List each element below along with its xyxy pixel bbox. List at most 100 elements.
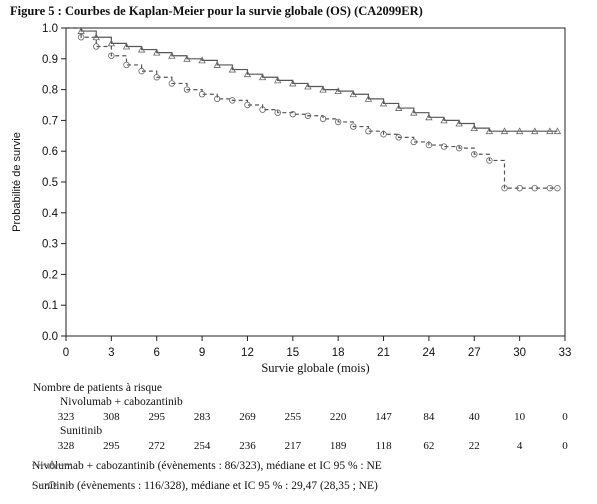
x-tick-label-5: 15 <box>286 347 299 359</box>
series-0-marker-26 <box>455 119 463 127</box>
series-1-marker-22 <box>395 134 402 141</box>
series-0-marker-21 <box>379 99 388 107</box>
risk-count-1-7: 118 <box>375 440 392 452</box>
risk-count-1-11: 0 <box>562 440 568 452</box>
x-axis-label: Survie globale (mois) <box>261 361 369 375</box>
series-1-marker-10 <box>214 95 221 103</box>
series-0-marker-8 <box>183 54 191 62</box>
risk-count-1-9: 22 <box>468 440 480 452</box>
series-1-marker-5 <box>138 67 145 75</box>
series-0-marker-19 <box>349 90 357 98</box>
series-1-marker-25 <box>440 143 448 150</box>
y-axis-label: Probabilité de survie <box>11 132 23 232</box>
legend-text-0: Nivolumab + cabozantinib (évènements : 8… <box>32 460 382 472</box>
risk-count-0-0: 323 <box>57 411 75 423</box>
risk-count-0-3: 283 <box>193 411 211 423</box>
series-line-1 <box>66 27 558 189</box>
legend-text-1: Sunitinib (évènements : 116/328), médian… <box>32 480 378 492</box>
risk-count-1-4: 236 <box>239 440 256 452</box>
series-1-marker-31 <box>531 184 538 192</box>
series-0-marker-4 <box>122 42 131 50</box>
risk-count-0-4: 269 <box>239 411 256 423</box>
risk-count-0-9: 40 <box>468 411 480 423</box>
risk-group-label-0: Nivolumab + cabozantinib <box>60 396 183 408</box>
plot-axes: 0.0 0.1 0.2 0.3 0.4 0.5 0.6 0.7 0.8 0.9 1.0 0 3 6 9 12 1… <box>42 23 571 359</box>
risk-count-1-8: 62 <box>423 440 435 452</box>
series-0-marker-11 <box>228 65 237 73</box>
series-0-marker-10 <box>213 61 221 68</box>
risk-count-1-6: 189 <box>329 440 347 452</box>
risk-count-1-1: 295 <box>103 440 120 452</box>
x-tick-label-10: 30 <box>513 347 526 359</box>
legend-item-1: Sunitinib (évènements : 116/328), médian… <box>32 478 378 494</box>
series-0-marker-5 <box>137 45 146 53</box>
risk-count-0-10: 10 <box>514 411 526 423</box>
series-0-marker-12 <box>243 70 252 78</box>
legend-circle-icon <box>32 481 72 489</box>
series-1-marker-6 <box>153 74 160 81</box>
series-0-marker-30 <box>515 127 524 135</box>
x-tick-label-11: 33 <box>559 347 572 359</box>
y-tick-label-10: 1.0 <box>42 23 58 35</box>
series-1-marker-1 <box>77 34 85 41</box>
series-0-marker-22 <box>394 104 403 111</box>
x-tick-label-4: 12 <box>241 347 254 359</box>
series-1-marker-20 <box>365 127 372 135</box>
risk-count-1-5: 217 <box>284 440 302 452</box>
series-1-marker-8 <box>183 86 191 93</box>
y-tick-label-4: 0.4 <box>42 208 59 220</box>
y-tick-label-5: 0.5 <box>42 177 58 189</box>
x-tick-label-3: 9 <box>199 347 205 359</box>
series-0-marker-27 <box>470 124 478 132</box>
series-1-marker-29 <box>501 184 508 192</box>
series-line-0 <box>66 27 558 132</box>
series-1-marker-21 <box>380 131 387 138</box>
series-1-marker-13 <box>259 106 266 113</box>
x-tick-label-8: 24 <box>423 347 436 359</box>
risk-table-title: Nombre de patients à risque <box>33 382 163 394</box>
km-plot: 0.0 0.1 0.2 0.3 0.4 0.5 0.6 0.7 0.8 0.9 1.0 0 3 6 9 12 1… <box>11 23 571 375</box>
series-1-marker-9 <box>198 91 206 98</box>
series-0-marker-33 <box>553 127 562 135</box>
risk-count-0-11: 0 <box>562 411 568 423</box>
y-tick-label-7: 0.7 <box>42 115 58 127</box>
figure-title: Figure 5 : Courbes de Kaplan-Meier pour … <box>10 4 423 18</box>
plot-series <box>66 27 562 192</box>
series-0-marker-7 <box>168 51 176 59</box>
risk-count-0-8: 84 <box>423 411 435 423</box>
x-tick-label-6: 18 <box>332 347 345 359</box>
legend-triangle-icon <box>32 459 72 469</box>
y-tick-label-2: 0.2 <box>42 269 58 281</box>
series-0-marker-14 <box>274 76 282 84</box>
series-1-marker-33 <box>554 184 561 192</box>
series-1-marker-16 <box>304 112 312 119</box>
series-0-marker-24 <box>425 113 433 121</box>
y-tick-label-0: 0.0 <box>42 331 58 343</box>
x-tick-label-1: 3 <box>108 347 114 359</box>
series-0-marker-13 <box>258 73 267 81</box>
risk-group-label-1: Sunitinib <box>60 425 103 437</box>
risk-count-1-2: 272 <box>148 440 165 452</box>
series-1-marker-17 <box>319 115 327 123</box>
x-tick-label-2: 6 <box>154 347 160 359</box>
risk-count-1-3: 254 <box>193 440 211 452</box>
series-0-marker-32 <box>546 127 554 135</box>
series-1-marker-2 <box>93 43 100 50</box>
series-0-marker-31 <box>531 127 539 135</box>
risk-count-0-6: 220 <box>329 411 347 423</box>
series-1-marker-12 <box>244 101 251 109</box>
series-0-marker-29 <box>500 127 509 135</box>
series-0-marker-1 <box>77 27 85 34</box>
legend-item-0: Nivolumab + cabozantinib (évènements : 8… <box>32 458 382 474</box>
series-0-marker-23 <box>410 108 418 116</box>
series-1-marker-18 <box>334 118 342 126</box>
risk-count-1-10: 4 <box>516 440 523 452</box>
series-1-marker-19 <box>350 123 357 130</box>
x-tick-label-0: 0 <box>63 347 69 359</box>
series-1-marker-28 <box>486 157 493 164</box>
y-tick-label-3: 0.3 <box>42 239 58 251</box>
series-0-marker-18 <box>334 87 342 95</box>
series-1-marker-11 <box>229 97 236 104</box>
series-1-marker-23 <box>410 138 417 146</box>
risk-count-1-0: 328 <box>57 440 75 452</box>
